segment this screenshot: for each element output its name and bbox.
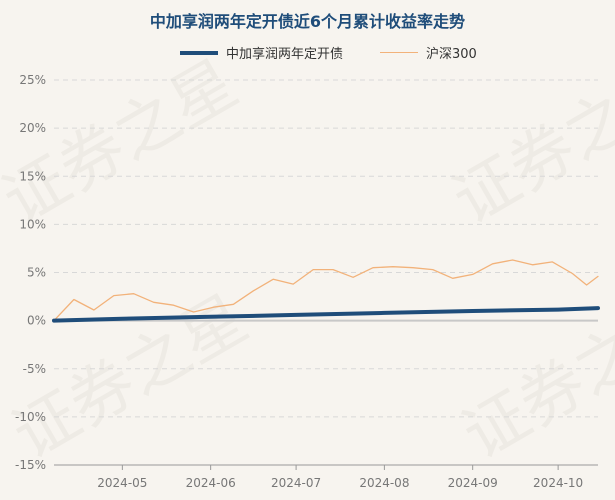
x-tick-label: 2024-08 <box>359 476 409 490</box>
y-tick-label: 0% <box>27 314 46 328</box>
legend-item-fund[interactable]: 中加享润两年定开债 <box>180 43 343 62</box>
y-tick-label: 20% <box>19 121 46 135</box>
x-tick-label: 2024-06 <box>186 476 236 490</box>
x-tick-label: 2024-10 <box>533 476 583 490</box>
y-tick-label: -15% <box>15 458 46 472</box>
x-axis-ticks: 2024-05 2024-06 2024-07 2024-08 2024-09 2024-… <box>54 464 598 490</box>
grid-lines <box>54 79 598 466</box>
y-tick-label: 15% <box>19 169 46 183</box>
legend-label-index: 沪深300 <box>426 47 477 62</box>
legend-swatch-fund <box>180 50 218 55</box>
y-tick-label: 10% <box>19 217 46 231</box>
series-lines <box>52 259 600 323</box>
legend-swatch-index <box>380 52 418 53</box>
series-line-index[interactable] <box>53 259 599 322</box>
y-tick-label: -10% <box>15 410 46 424</box>
series-line-fund[interactable] <box>52 306 600 323</box>
x-tick-label: 2024-07 <box>271 476 321 490</box>
chart-legend: 中加享润两年定开债 沪深300 <box>0 43 615 63</box>
x-tick-label: 2024-09 <box>448 476 498 490</box>
chart-title: 中加享润两年定开债近6个月累计收益率走势 <box>149 12 466 31</box>
x-tick-label: 2024-05 <box>97 476 147 490</box>
legend-item-index[interactable]: 沪深300 <box>380 43 477 62</box>
y-tick-label: -5% <box>23 362 46 376</box>
y-tick-label: 25% <box>19 73 46 87</box>
y-axis-ticks: 25% 20% 15% 10% 5% 0% -5% -10% -15% <box>15 73 46 472</box>
legend-label-fund: 中加享润两年定开债 <box>226 47 344 62</box>
y-tick-label: 5% <box>27 266 46 280</box>
